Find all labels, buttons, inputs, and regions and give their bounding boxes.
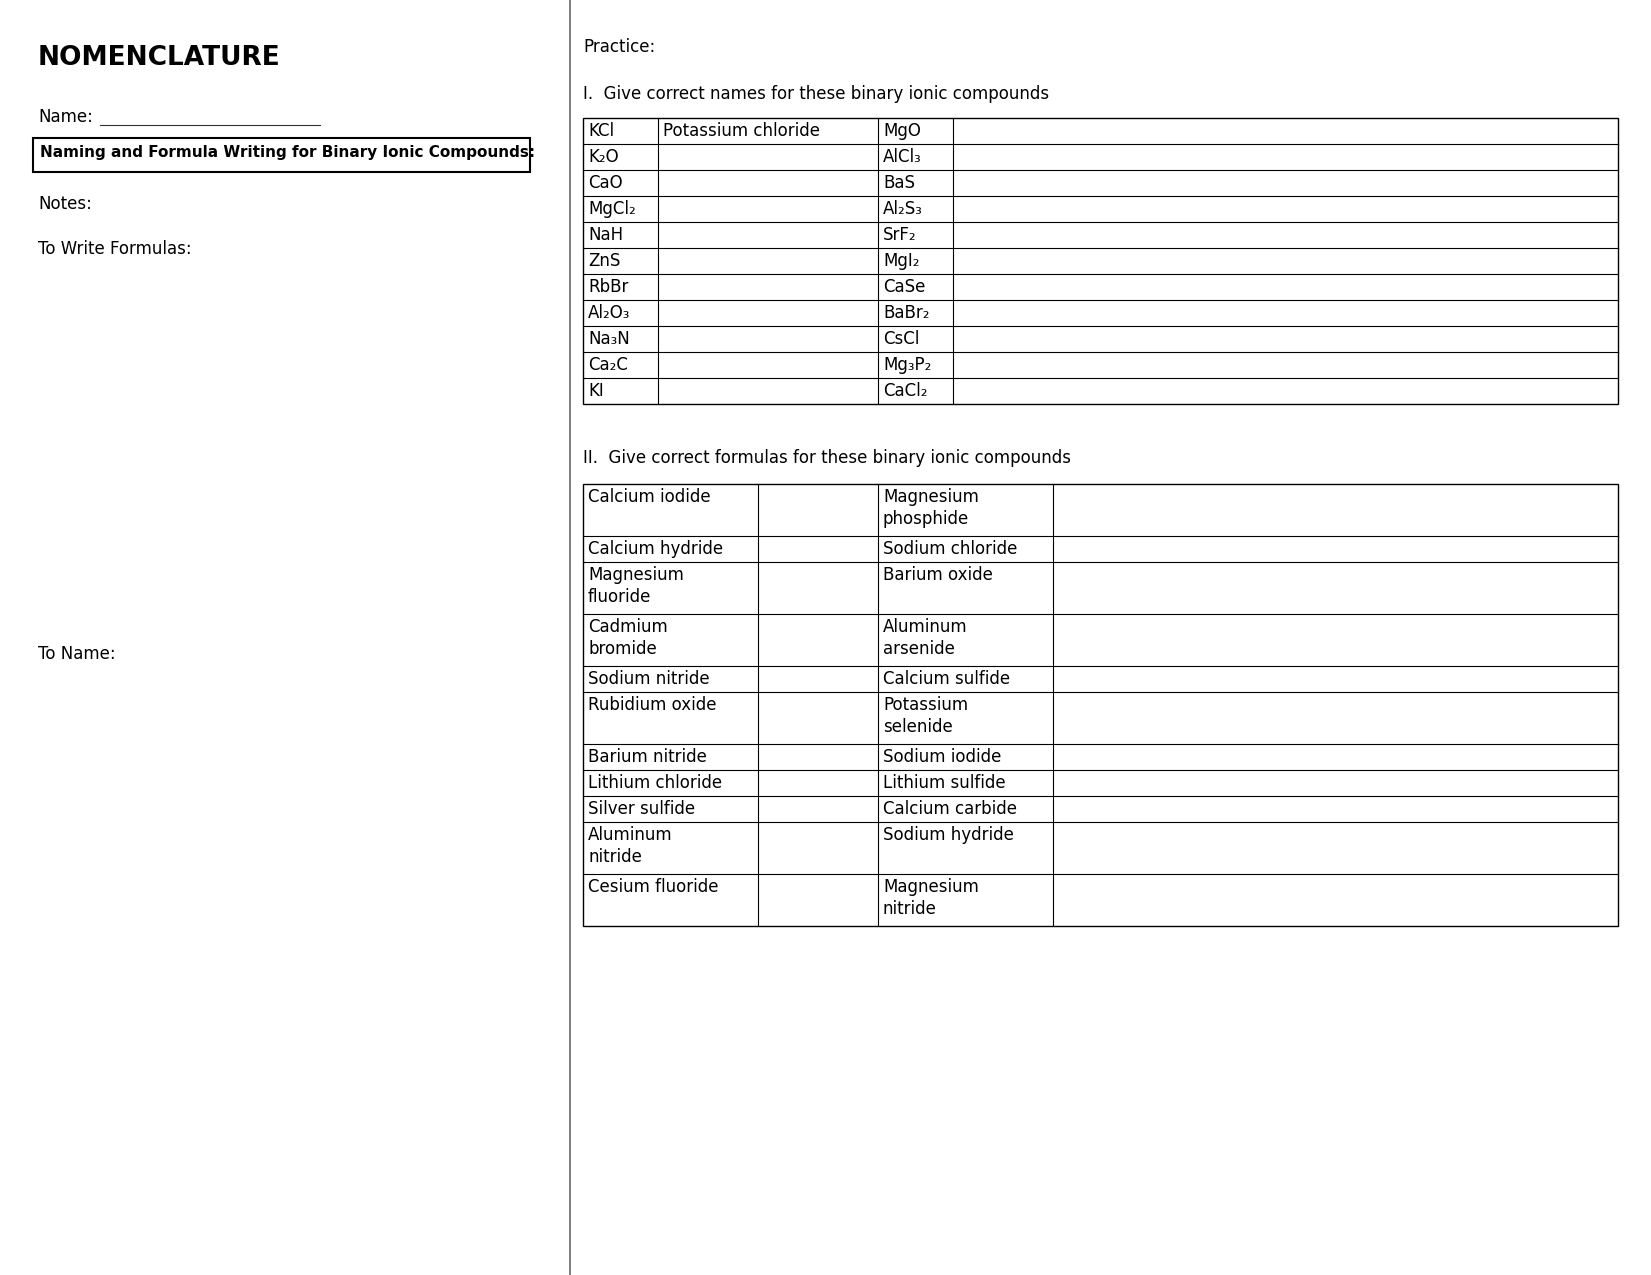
Text: MgO: MgO <box>883 122 921 140</box>
Text: BaS: BaS <box>883 173 915 193</box>
Text: CaCl₂: CaCl₂ <box>883 382 928 400</box>
Text: MgCl₂: MgCl₂ <box>588 200 636 218</box>
Text: Name:: Name: <box>38 108 92 126</box>
Text: Sodium nitride: Sodium nitride <box>588 669 710 688</box>
Text: Al₂O₃: Al₂O₃ <box>588 303 631 323</box>
Text: Practice:: Practice: <box>583 38 655 56</box>
Text: KI: KI <box>588 382 604 400</box>
Text: AlCl₃: AlCl₃ <box>883 148 921 166</box>
Text: Calcium hydride: Calcium hydride <box>588 541 723 558</box>
Text: II.  Give correct formulas for these binary ionic compounds: II. Give correct formulas for these bina… <box>583 449 1071 467</box>
Text: Al₂S₃: Al₂S₃ <box>883 200 923 218</box>
Text: Calcium carbide: Calcium carbide <box>883 799 1017 819</box>
Text: MgI₂: MgI₂ <box>883 252 920 270</box>
Text: Sodium iodide: Sodium iodide <box>883 748 1002 766</box>
Text: ZnS: ZnS <box>588 252 621 270</box>
Text: To Write Formulas:: To Write Formulas: <box>38 240 192 258</box>
Text: Magnesium
phosphide: Magnesium phosphide <box>883 488 979 528</box>
Text: Sodium chloride: Sodium chloride <box>883 541 1017 558</box>
Text: K₂O: K₂O <box>588 148 619 166</box>
Text: Calcium sulfide: Calcium sulfide <box>883 669 1010 688</box>
Text: Silver sulfide: Silver sulfide <box>588 799 695 819</box>
Text: BaBr₂: BaBr₂ <box>883 303 930 323</box>
Text: Aluminum
nitride: Aluminum nitride <box>588 826 672 866</box>
Text: Potassium
selenide: Potassium selenide <box>883 696 967 736</box>
Text: Barium oxide: Barium oxide <box>883 566 992 584</box>
Text: To Name:: To Name: <box>38 645 116 663</box>
Text: I.  Give correct names for these binary ionic compounds: I. Give correct names for these binary i… <box>583 85 1048 103</box>
Text: Sodium hydride: Sodium hydride <box>883 826 1014 844</box>
Text: Naming and Formula Writing for Binary Ionic Compounds:: Naming and Formula Writing for Binary Io… <box>40 145 535 159</box>
Text: Aluminum
arsenide: Aluminum arsenide <box>883 618 967 658</box>
Text: KCl: KCl <box>588 122 614 140</box>
Text: Mg₃P₂: Mg₃P₂ <box>883 356 931 374</box>
Text: Na₃N: Na₃N <box>588 330 629 348</box>
FancyBboxPatch shape <box>583 119 1618 404</box>
Text: NaH: NaH <box>588 226 622 244</box>
Text: Ca₂C: Ca₂C <box>588 356 627 374</box>
Text: Notes:: Notes: <box>38 195 92 213</box>
Text: Lithium sulfide: Lithium sulfide <box>883 774 1005 792</box>
Text: RbBr: RbBr <box>588 278 629 296</box>
Text: CaSe: CaSe <box>883 278 925 296</box>
Text: CaO: CaO <box>588 173 622 193</box>
Text: Barium nitride: Barium nitride <box>588 748 707 766</box>
Text: Calcium iodide: Calcium iodide <box>588 488 710 506</box>
FancyBboxPatch shape <box>33 138 530 172</box>
Text: Cesium fluoride: Cesium fluoride <box>588 878 718 896</box>
Text: Cadmium
bromide: Cadmium bromide <box>588 618 667 658</box>
Text: Magnesium
nitride: Magnesium nitride <box>883 878 979 918</box>
Text: SrF₂: SrF₂ <box>883 226 916 244</box>
Text: Magnesium
fluoride: Magnesium fluoride <box>588 566 684 606</box>
Text: NOMENCLATURE: NOMENCLATURE <box>38 45 281 71</box>
Text: CsCl: CsCl <box>883 330 920 348</box>
FancyBboxPatch shape <box>583 484 1618 926</box>
Text: Rubidium oxide: Rubidium oxide <box>588 696 717 714</box>
Text: Potassium chloride: Potassium chloride <box>664 122 821 140</box>
Text: Lithium chloride: Lithium chloride <box>588 774 721 792</box>
